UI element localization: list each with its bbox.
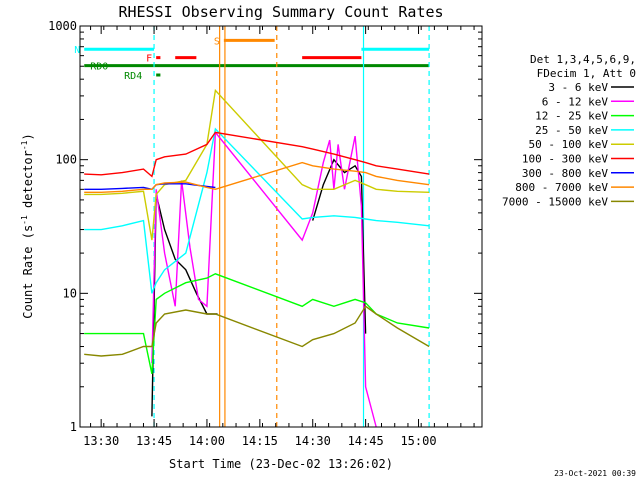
y-tick-label: 10 [63,286,77,300]
flag-label-rd0: RD0 [90,62,108,73]
y-tick-label: 100 [55,153,77,167]
x-tick-label: 13:30 [83,434,119,448]
legend-header-line: Det 1,3,4,5,6,9, [530,53,636,66]
y-axis-label: Count Rate (s-1 detector-1) [20,133,35,318]
flag-label-f: F [146,54,152,65]
x-tick-label: 14:30 [295,434,331,448]
legend-entry-label: 50 - 100 keV [529,138,609,151]
plot-frame [79,25,483,428]
legend-entry-label: 3 - 6 keV [548,81,608,94]
axes: 13:30 13:45 14:00 14:15 14:30 14:45 15:00 1 10 10… [48,19,482,448]
x-tick-label: 14:45 [348,434,384,448]
legend-entry-label: 7000 - 15000 keV [502,195,608,208]
x-tick-label: 14:15 [242,434,278,448]
time-markers [153,26,430,427]
series-line [151,130,377,428]
series-line [84,131,430,178]
series-line [84,127,430,294]
flag-label-n: N [74,45,80,56]
legend-entry-label: 100 - 300 keV [522,153,608,166]
series-line [84,88,430,241]
flag-label-rd4: RD4 [124,71,142,82]
legend-entry-label: 12 - 25 keV [535,110,608,123]
y-tick-label: 1000 [48,19,77,33]
legend-entry-label: 25 - 50 keV [535,124,608,137]
series-line [84,305,430,357]
series-line [84,273,430,374]
x-axis-label: Start Time (23-Dec-02 13:26:02) [169,457,393,471]
observing-flags: N F RD0 RD4 S [74,36,430,82]
legend: Det 1,3,4,5,6,9,FDecim 1, Att 03 - 6 keV… [502,53,636,208]
legend-header-line: FDecim 1, Att 0 [537,67,636,80]
x-tick-label: 13:45 [136,434,172,448]
legend-entry-label: 800 - 7000 keV [515,181,608,194]
flag-label-s: S [214,36,220,47]
chart-title: RHESSI Observing Summary Count Rates [118,3,443,21]
y-tick-label: 1 [70,420,77,434]
series-line [84,161,430,193]
series-lines [84,88,430,428]
x-tick-label: 14:00 [189,434,225,448]
legend-entry-label: 6 - 12 keV [542,95,609,108]
legend-entry-label: 300 - 800 keV [522,167,608,180]
x-tick-label: 15:00 [400,434,436,448]
generation-timestamp: 23-Oct-2021 00:39 [554,469,636,478]
